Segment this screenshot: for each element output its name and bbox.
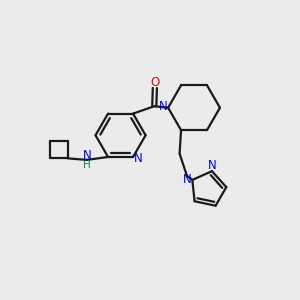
Text: O: O bbox=[150, 76, 160, 89]
Text: N: N bbox=[134, 152, 142, 165]
Text: N: N bbox=[183, 173, 191, 186]
Text: N: N bbox=[208, 159, 217, 172]
Text: H: H bbox=[83, 160, 91, 170]
Text: N: N bbox=[82, 149, 91, 162]
Text: N: N bbox=[158, 100, 167, 113]
